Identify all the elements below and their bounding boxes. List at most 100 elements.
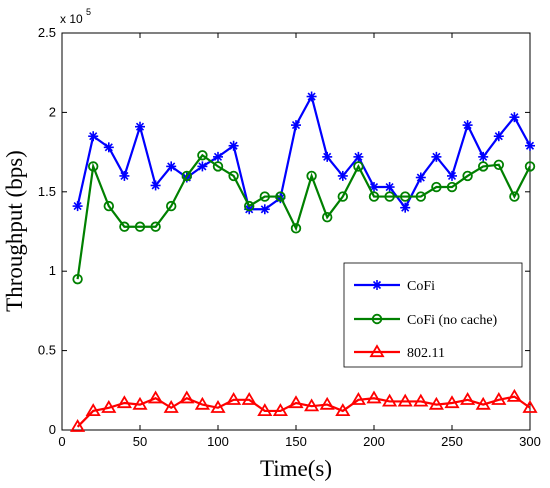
series-2 — [70, 388, 538, 432]
series-line — [76, 93, 531, 211]
y-scale-exponent: 5 — [86, 7, 91, 17]
data-point-star — [415, 172, 426, 183]
data-point-star — [384, 182, 395, 193]
data-point-star — [462, 120, 473, 131]
legend-item-0: CoFi — [354, 279, 435, 294]
x-tick-label: 200 — [363, 434, 385, 449]
data-point-triangle — [70, 419, 86, 432]
data-point-circle — [87, 161, 99, 172]
data-point-circle — [415, 191, 427, 202]
y-axis-title: Throughput (bps) — [2, 150, 27, 312]
x-tick-label: 300 — [519, 434, 541, 449]
data-point-star — [337, 170, 348, 181]
data-point-star — [525, 140, 535, 151]
data-point-triangle — [163, 399, 179, 413]
data-point-circle — [72, 273, 83, 285]
data-point-star — [135, 121, 145, 132]
data-point-circle — [119, 221, 130, 232]
data-point-triangle — [272, 403, 288, 417]
y-tick-label: 0.5 — [38, 343, 56, 358]
data-point-star — [306, 91, 317, 102]
data-point-triangle — [226, 392, 242, 405]
y-tick-label: 0 — [49, 422, 56, 437]
data-point-triangle — [413, 393, 429, 407]
series-layer — [70, 91, 538, 432]
data-point-star — [150, 180, 161, 191]
y-scale-label: x 10 — [60, 12, 83, 26]
data-point-circle — [446, 181, 458, 193]
data-point-star — [509, 112, 520, 123]
data-point-triangle — [460, 392, 476, 405]
plot-area — [61, 32, 531, 431]
data-point-circle — [181, 170, 193, 182]
data-point-circle — [134, 221, 146, 232]
data-point-star — [431, 151, 442, 162]
data-point-triangle — [491, 392, 507, 405]
data-point-circle — [259, 191, 271, 202]
legend: CoFi CoFi (no cache) 802.11 — [343, 262, 523, 368]
data-point-triangle — [335, 403, 351, 417]
data-point-circle — [493, 159, 505, 171]
data-point-triangle — [382, 393, 398, 407]
data-point-star — [72, 201, 83, 212]
series-line — [76, 153, 531, 280]
data-point-triangle — [116, 395, 132, 409]
x-tick-label: 0 — [58, 434, 65, 449]
data-point-star — [447, 170, 457, 181]
data-point-circle — [478, 161, 489, 172]
data-point-star — [291, 120, 301, 131]
data-point-triangle — [444, 395, 460, 409]
data-point-star — [228, 140, 239, 151]
data-point-star — [478, 151, 489, 162]
data-point-star — [119, 170, 130, 181]
data-point-circle — [150, 221, 161, 232]
data-point-triangle — [304, 398, 320, 412]
data-point-circle — [462, 170, 473, 182]
data-point-star — [197, 161, 208, 172]
data-point-circle — [103, 200, 115, 212]
data-point-circle — [431, 181, 442, 193]
data-point-circle — [368, 191, 380, 202]
data-point-circle — [524, 161, 536, 172]
y-tick-label: 2 — [49, 104, 56, 119]
data-point-triangle — [319, 396, 335, 410]
legend-item-2: 802.11 — [354, 344, 445, 361]
series-1 — [72, 150, 536, 285]
data-point-circle — [165, 200, 177, 212]
data-point-circle — [353, 161, 364, 172]
data-point-circle — [337, 191, 349, 202]
data-point-star — [322, 151, 333, 162]
data-point-star — [493, 131, 504, 142]
data-point-star — [88, 131, 99, 142]
data-point-star — [369, 182, 379, 193]
data-point-star — [103, 142, 114, 153]
data-point-circle — [290, 223, 302, 234]
x-axis-title: Time(s) — [260, 456, 332, 481]
data-point-triangle — [475, 396, 491, 410]
data-point-star — [400, 202, 411, 213]
data-point-circle — [322, 212, 333, 223]
data-point-circle — [275, 191, 286, 202]
legend-label: CoFi (no cache) — [407, 313, 498, 328]
legend-label: 802.11 — [407, 346, 445, 361]
data-point-triangle — [522, 399, 538, 413]
data-point-circle — [509, 191, 520, 202]
data-point-triangle — [257, 403, 273, 417]
data-point-triangle — [241, 392, 257, 405]
data-point-triangle — [369, 344, 385, 358]
axis-ticks: 0 50 100 150 200 250 300 0 0.5 1 1.5 2 2.5 — [38, 25, 541, 449]
x-tick-label: 150 — [285, 434, 307, 449]
data-point-star — [166, 161, 177, 172]
data-point-triangle — [179, 390, 195, 404]
data-point-circle — [306, 170, 317, 182]
data-point-triangle — [101, 399, 117, 413]
legend-box — [343, 262, 523, 368]
data-point-triangle — [506, 388, 522, 402]
data-point-triangle — [132, 396, 148, 410]
legend-item-1: CoFi (no cache) — [354, 313, 498, 328]
data-point-triangle — [288, 395, 304, 409]
data-point-triangle — [194, 396, 210, 410]
data-point-star — [353, 151, 364, 162]
y-tick-label: 2.5 — [38, 25, 56, 40]
